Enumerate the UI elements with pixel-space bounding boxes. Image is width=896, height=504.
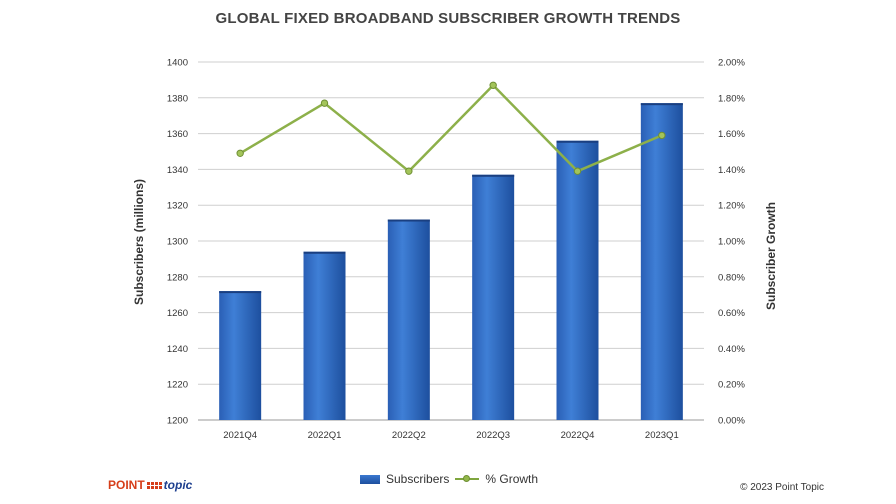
bar-top-edge (387, 219, 430, 222)
growth-point (658, 131, 666, 140)
bar (219, 291, 262, 420)
point-topic-logo: POINT topic (108, 478, 192, 492)
gridlines (198, 61, 704, 421)
y2-tick-label: 1.80% (718, 93, 745, 104)
growth-point (573, 167, 582, 175)
x-tick-label: 2022Q1 (308, 430, 342, 441)
y2-tick-label: 0.40% (718, 344, 745, 355)
line-series-growth (236, 81, 666, 175)
y-tick-label: 1220 (167, 380, 188, 391)
y2-tick-label: 0.00% (718, 416, 745, 427)
y-tick-label: 1340 (167, 165, 188, 176)
y-tick-label: 1360 (167, 129, 188, 140)
bar (387, 219, 430, 420)
y2-tick-label: 1.40% (718, 165, 745, 176)
growth-point (489, 81, 497, 89)
x-tick-label: 2021Q4 (223, 430, 257, 441)
bar-series-subscribers (219, 103, 683, 421)
bar (472, 174, 515, 420)
chart-canvas: 1200 1220 1240 1260 1280 1300 1320 1340 1360 1380… (132, 58, 778, 442)
y-tick-label: 1240 (167, 344, 188, 355)
y2-tick-label: 0.60% (718, 308, 745, 319)
x-tick-label: 2022Q3 (476, 430, 510, 441)
y-tick-label: 1400 (167, 58, 188, 69)
y2-tick-label: 1.00% (718, 237, 745, 248)
y-axis-left-label: Subscribers (millions) (132, 179, 146, 305)
growth-point (405, 167, 413, 175)
x-tick-label: 2023Q1 (645, 430, 679, 441)
legend-swatch-growth (455, 474, 480, 484)
bar (556, 140, 599, 420)
y2-tick-label: 0.20% (718, 380, 745, 391)
y-tick-label: 1280 (167, 272, 188, 283)
bar (303, 251, 346, 420)
x-tick-label: 2022Q2 (392, 430, 426, 441)
y-tick-label: 1320 (167, 201, 188, 212)
y-tick-label: 1300 (167, 237, 188, 248)
logo-grid-icon (146, 481, 162, 489)
bar-top-edge (303, 251, 346, 254)
logo-word-point: POINT (108, 478, 145, 492)
growth-point (320, 99, 329, 107)
y-tick-label: 1200 (167, 416, 188, 427)
x-tick-label: 2022Q4 (561, 430, 595, 441)
copyright-text: © 2023 Point Topic (740, 482, 824, 493)
bar (640, 103, 683, 421)
y-axis-left-ticks: 1200 1220 1240 1260 1280 1300 1320 1340 1360 1380… (167, 58, 188, 427)
y2-tick-label: 1.20% (718, 201, 745, 212)
y2-tick-label: 0.80% (718, 272, 745, 283)
y-axis-right-label: Subscriber Growth (764, 202, 778, 310)
legend-label-subscribers: Subscribers (386, 472, 450, 486)
bar-top-edge (472, 174, 515, 177)
y-tick-label: 1260 (167, 308, 188, 319)
growth-line (239, 84, 663, 173)
legend: Subscribers % Growth (360, 472, 538, 486)
logo-word-topic: topic (163, 478, 193, 492)
bar-top-edge (219, 291, 262, 294)
y2-tick-label: 2.00% (718, 58, 745, 69)
chart-title: GLOBAL FIXED BROADBAND SUBSCRIBER GROWTH… (215, 10, 681, 27)
y-tick-label: 1380 (167, 93, 188, 104)
legend-swatch-subscribers (360, 474, 380, 484)
y2-tick-label: 1.60% (718, 129, 745, 140)
legend-label-growth: % Growth (485, 472, 539, 486)
growth-point (236, 149, 244, 157)
y-axis-right-ticks: 0.00% 0.20% 0.40% 0.60% 0.80% 1.00% 1.20% 1.40%… (718, 58, 745, 427)
x-axis-ticks: 2021Q4 2022Q1 2022Q2 2022Q3 2022Q4 2023Q1 (223, 430, 678, 441)
bar-top-edge (556, 140, 599, 143)
bar-top-edge (640, 103, 683, 106)
